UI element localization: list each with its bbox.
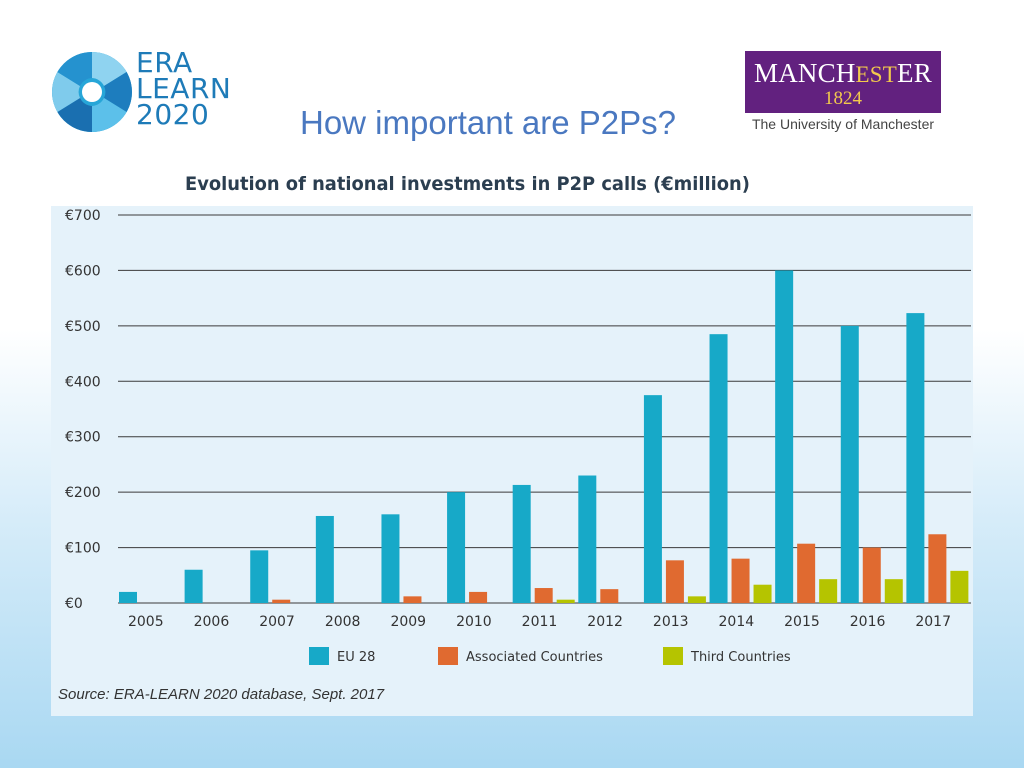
- era-line: ERA: [136, 46, 193, 79]
- bar-chart: €0 €100 €200 €300 €400 €500 €600 €700 2005 2006 20…: [65, 208, 971, 665]
- slide-title: How important are P2Ps?: [300, 104, 677, 141]
- manchester-name: MANCHESTER: [745, 59, 941, 89]
- bar-associated-countries: [862, 547, 881, 603]
- learn-line: LEARN: [136, 72, 232, 105]
- bar-associated-countries: [534, 588, 553, 603]
- x-tick-label: 2015: [784, 614, 820, 630]
- x-tick-label: 2011: [522, 614, 558, 630]
- legend-label: EU 28: [337, 650, 375, 665]
- bar-eu-28: [578, 475, 597, 603]
- x-tick-label: 2008: [325, 614, 361, 630]
- y-tick-label: €300: [65, 430, 101, 446]
- chart-panel: €0 €100 €200 €300 €400 €500 €600 €700 2005 2006 20…: [51, 206, 973, 716]
- x-tick-label: 2009: [390, 614, 426, 630]
- y-tick-label: €0: [65, 596, 83, 612]
- legend-swatch: [309, 647, 329, 665]
- x-tick-label: 2012: [587, 614, 623, 630]
- y-tick-label: €500: [65, 319, 101, 335]
- bar-eu-28: [906, 313, 925, 603]
- bar-eu-28: [840, 325, 859, 603]
- manchester-university-label: The University of Manchester: [751, 116, 935, 132]
- manchester-name-b: EST: [855, 62, 898, 87]
- bar-associated-countries: [665, 560, 684, 603]
- bar-eu-28: [643, 395, 662, 603]
- x-tick-label: 2010: [456, 614, 492, 630]
- bar-associated-countries: [928, 534, 947, 603]
- bar-eu-28: [775, 270, 794, 603]
- x-tick-label: 2017: [915, 614, 951, 630]
- bar-eu-28: [184, 569, 203, 603]
- bar-associated-countries: [600, 589, 619, 603]
- y-tick-label: €200: [65, 485, 101, 501]
- y-tick-label: €700: [65, 208, 101, 224]
- legend-label: Associated Countries: [466, 650, 603, 665]
- bar-associated-countries: [469, 591, 488, 603]
- bar-associated-countries: [272, 599, 291, 603]
- x-tick-label: 2016: [850, 614, 886, 630]
- bar-eu-28: [381, 514, 400, 603]
- bar-associated-countries: [797, 543, 816, 603]
- x-tick-label: 2006: [194, 614, 230, 630]
- chart-title: Evolution of national investments in P2P…: [185, 173, 750, 195]
- bar-third-countries: [556, 599, 575, 603]
- x-tick-label: 2007: [259, 614, 295, 630]
- bar-third-countries: [884, 579, 903, 603]
- legend-swatch: [663, 647, 683, 665]
- x-tick-label: 2013: [653, 614, 689, 630]
- x-tick-label: 2014: [719, 614, 755, 630]
- chart-source: Source: ERA-LEARN 2020 database, Sept. 2…: [58, 686, 385, 703]
- bar-third-countries: [687, 596, 706, 603]
- bar-eu-28: [250, 550, 269, 603]
- manchester-name-a: MANCH: [754, 58, 856, 88]
- manchester-year: 1824: [824, 88, 862, 109]
- bar-associated-countries: [403, 596, 422, 603]
- bar-eu-28: [447, 492, 466, 603]
- bar-third-countries: [753, 584, 772, 603]
- y-tick-label: €100: [65, 541, 101, 557]
- bar-eu-28: [315, 515, 334, 603]
- era-learn-logo-icon: [52, 52, 132, 132]
- year-line: 2020: [136, 98, 210, 131]
- bar-eu-28: [709, 334, 728, 603]
- bar-eu-28: [119, 591, 137, 603]
- bar-third-countries: [819, 579, 838, 603]
- y-tick-label: €400: [65, 374, 101, 390]
- manchester-name-c: ER: [897, 58, 932, 88]
- legend-swatch: [438, 647, 458, 665]
- legend-label: Third Countries: [690, 650, 791, 665]
- bar-eu-28: [512, 484, 531, 603]
- bar-third-countries: [950, 570, 969, 603]
- era-learn-wordmark: ERA LEARN 2020: [136, 46, 232, 131]
- manchester-logo: MANCHESTER 1824: [745, 51, 941, 113]
- x-tick-label: 2005: [128, 614, 164, 630]
- bar-associated-countries: [731, 558, 750, 603]
- y-tick-label: €600: [65, 263, 101, 279]
